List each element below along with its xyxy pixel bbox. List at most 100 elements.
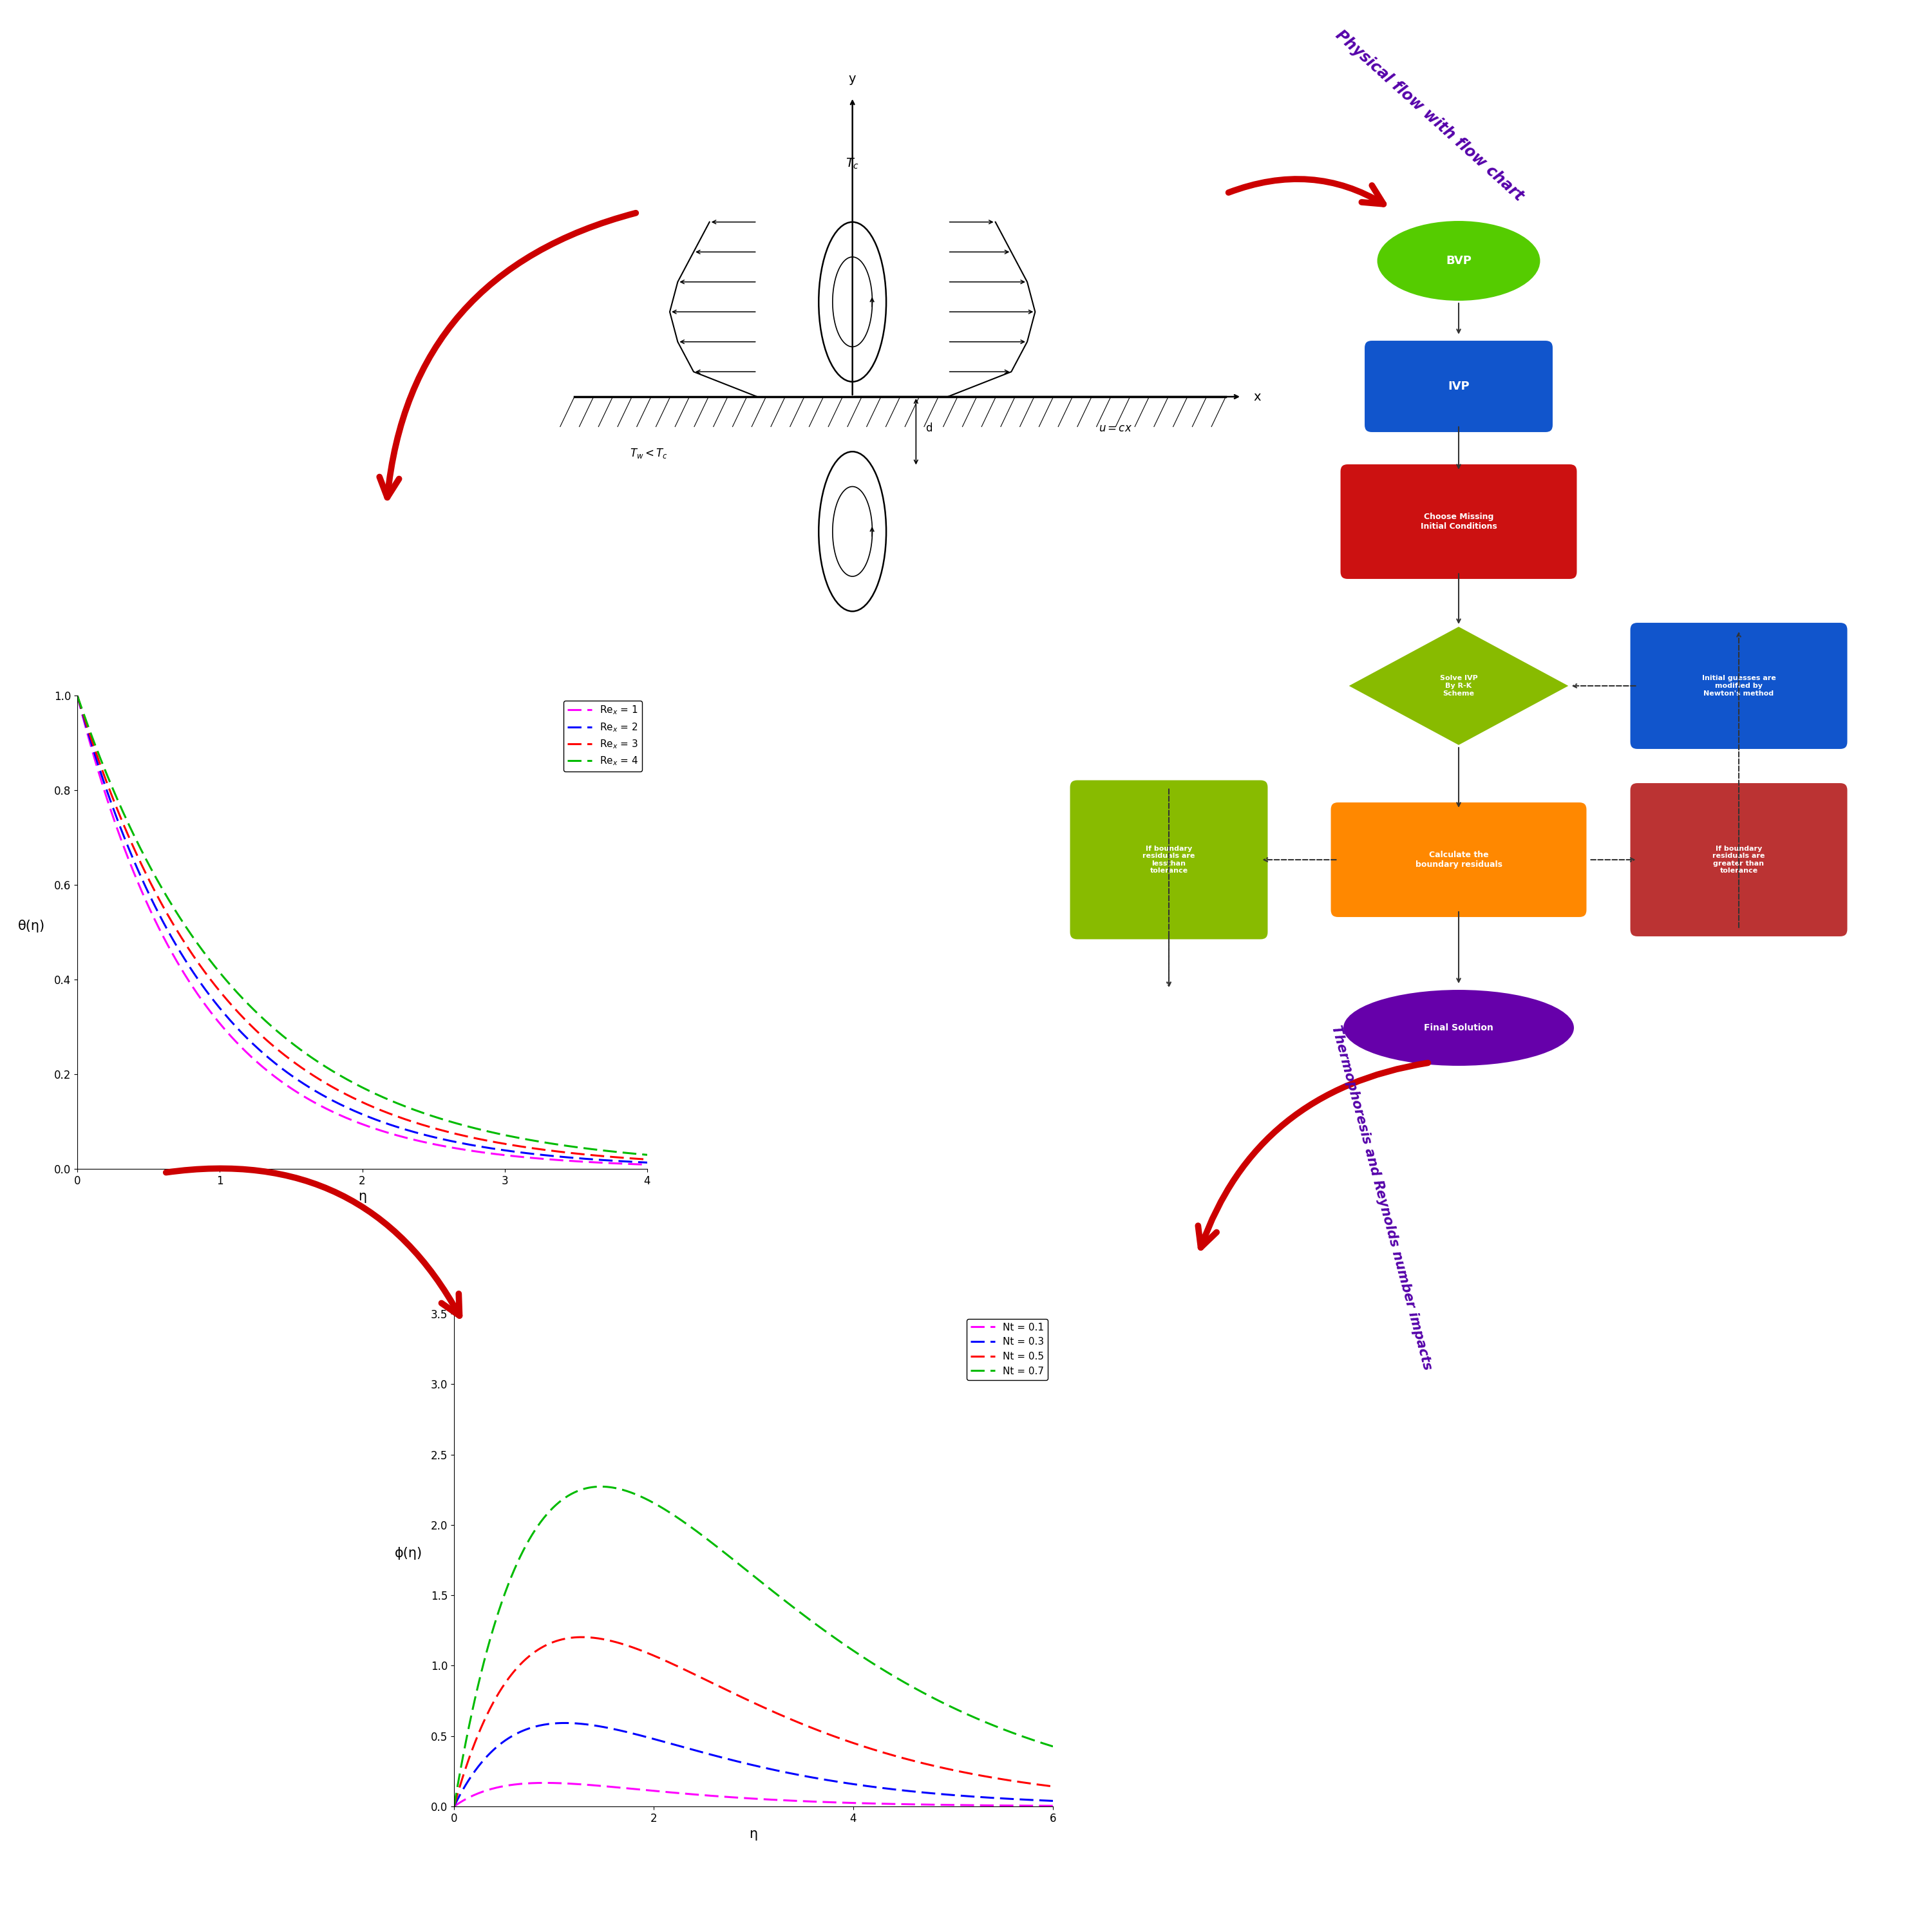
Nt = 0.1	[639, 1779, 663, 1803]
Text: x: x	[1254, 390, 1262, 404]
Text: Solve IVP
By R-K
Scheme: Solve IVP By R-K Scheme	[1439, 674, 1478, 697]
Re$_x$ = 2	[425, 1126, 448, 1150]
Re$_x$ = 1	[292, 1084, 315, 1107]
Text: $T_c$: $T_c$	[846, 156, 860, 170]
Re$_x$ = 4	[477, 1121, 500, 1144]
Re$_x$ = 2	[251, 1041, 274, 1065]
Nt = 0.5	[442, 1795, 466, 1818]
Re$_x$ = 4	[66, 684, 89, 707]
Nt = 0.3	[879, 1777, 902, 1801]
Nt = 0.5	[514, 1648, 537, 1671]
Re$_x$ = 2	[477, 1136, 500, 1159]
Nt = 0.1	[682, 1783, 705, 1806]
Polygon shape	[1349, 626, 1569, 746]
Nt = 0.5	[682, 1662, 705, 1685]
Re$_x$ = 3	[479, 1130, 502, 1153]
Re$_x$ = 2	[133, 875, 156, 898]
Line: Nt = 0.3: Nt = 0.3	[454, 1723, 1053, 1806]
Re$_x$ = 4	[251, 1007, 274, 1030]
Nt = 0.1	[533, 1772, 556, 1795]
Re$_x$ = 1	[66, 684, 89, 707]
Text: If boundary
residuals are
greater than
tolerance: If boundary residuals are greater than t…	[1712, 846, 1766, 873]
Text: Calculate the
boundary residuals: Calculate the boundary residuals	[1414, 850, 1503, 869]
Nt = 0.7	[1041, 1735, 1065, 1758]
Line: Nt = 0.7: Nt = 0.7	[454, 1486, 1053, 1806]
Text: y: y	[848, 73, 856, 85]
Re$_x$ = 1	[425, 1132, 448, 1155]
Line: Re$_x$ = 4: Re$_x$ = 4	[77, 696, 647, 1155]
Line: Re$_x$ = 2: Re$_x$ = 2	[77, 696, 647, 1163]
Nt = 0.1	[879, 1793, 902, 1816]
Re$_x$ = 4	[292, 1039, 315, 1063]
Nt = 0.1	[1041, 1795, 1065, 1818]
Nt = 0.1	[442, 1795, 466, 1818]
Re$_x$ = 2	[66, 684, 89, 707]
Re$_x$ = 4	[636, 1144, 659, 1167]
Re$_x$ = 1	[479, 1142, 502, 1165]
Text: IVP: IVP	[1447, 381, 1470, 392]
Re$_x$ = 1	[133, 889, 156, 912]
Y-axis label: θ(η): θ(η)	[17, 920, 44, 933]
Y-axis label: ϕ(η): ϕ(η)	[394, 1548, 423, 1561]
Text: d: d	[925, 423, 933, 435]
X-axis label: η: η	[357, 1190, 367, 1204]
Nt = 0.7	[514, 1534, 537, 1557]
Line: Nt = 0.1: Nt = 0.1	[454, 1783, 1053, 1806]
Nt = 0.3	[514, 1718, 537, 1741]
Ellipse shape	[1343, 989, 1575, 1066]
Text: Choose Missing
Initial Conditions: Choose Missing Initial Conditions	[1420, 512, 1497, 531]
Text: Physical flow with flow chart: Physical flow with flow chart	[1333, 27, 1526, 205]
Nt = 0.3	[639, 1727, 663, 1750]
Line: Re$_x$ = 1: Re$_x$ = 1	[77, 696, 647, 1165]
Ellipse shape	[1376, 220, 1542, 301]
FancyBboxPatch shape	[1070, 779, 1267, 939]
Text: Final Solution: Final Solution	[1424, 1024, 1493, 1032]
Re$_x$ = 3	[292, 1057, 315, 1080]
Re$_x$ = 3	[425, 1117, 448, 1140]
Text: $u=cx$: $u=cx$	[1099, 423, 1132, 435]
Re$_x$ = 1	[636, 1153, 659, 1177]
Nt = 0.7	[877, 1662, 900, 1685]
Nt = 0.1	[514, 1772, 537, 1795]
Re$_x$ = 2	[292, 1072, 315, 1095]
Re$_x$ = 1	[251, 1055, 274, 1078]
FancyBboxPatch shape	[1629, 622, 1847, 750]
Nt = 0.3	[682, 1739, 705, 1762]
FancyBboxPatch shape	[1364, 340, 1553, 433]
Re$_x$ = 3	[66, 684, 89, 707]
Legend: Re$_x$ = 1, Re$_x$ = 2, Re$_x$ = 3, Re$_x$ = 4: Re$_x$ = 1, Re$_x$ = 2, Re$_x$ = 3, Re$_…	[564, 701, 641, 771]
Nt = 0.3	[553, 1712, 576, 1735]
Re$_x$ = 3	[477, 1130, 500, 1153]
FancyBboxPatch shape	[1341, 464, 1577, 580]
Nt = 0.5	[639, 1642, 663, 1665]
Text: Thermophoresis and Reynolds number impacts: Thermophoresis and Reynolds number impac…	[1329, 1024, 1434, 1372]
Re$_x$ = 3	[251, 1026, 274, 1049]
Nt = 0.3	[442, 1795, 466, 1818]
FancyArrowPatch shape	[379, 213, 636, 497]
Text: Initial guesses are
modified by
Newton's method: Initial guesses are modified by Newton's…	[1702, 674, 1776, 697]
Nt = 0.7	[442, 1795, 466, 1818]
FancyArrowPatch shape	[1198, 1063, 1428, 1248]
FancyArrowPatch shape	[1229, 180, 1383, 205]
Re$_x$ = 2	[479, 1136, 502, 1159]
X-axis label: η: η	[750, 1828, 757, 1841]
Nt = 0.7	[682, 1517, 705, 1540]
Text: $T_w < T_c$: $T_w < T_c$	[630, 446, 668, 460]
Nt = 0.7	[821, 1625, 844, 1648]
Re$_x$ = 3	[636, 1148, 659, 1171]
Nt = 0.5	[1041, 1776, 1065, 1799]
Nt = 0.5	[877, 1743, 900, 1766]
Line: Re$_x$ = 3: Re$_x$ = 3	[77, 696, 647, 1159]
Nt = 0.5	[570, 1625, 593, 1648]
Nt = 0.3	[1041, 1789, 1065, 1812]
Line: Nt = 0.5: Nt = 0.5	[454, 1636, 1053, 1806]
Re$_x$ = 4	[479, 1121, 502, 1144]
Legend: Nt = 0.1, Nt = 0.3, Nt = 0.5, Nt = 0.7: Nt = 0.1, Nt = 0.3, Nt = 0.5, Nt = 0.7	[966, 1320, 1047, 1379]
Nt = 0.7	[589, 1474, 612, 1497]
Re$_x$ = 1	[477, 1142, 500, 1165]
Nt = 0.5	[879, 1743, 902, 1766]
Nt = 0.7	[879, 1663, 902, 1687]
Nt = 0.7	[639, 1490, 663, 1513]
FancyArrowPatch shape	[166, 1169, 460, 1316]
Text: If boundary
residuals are
lessthan
tolerance: If boundary residuals are lessthan toler…	[1142, 846, 1196, 873]
